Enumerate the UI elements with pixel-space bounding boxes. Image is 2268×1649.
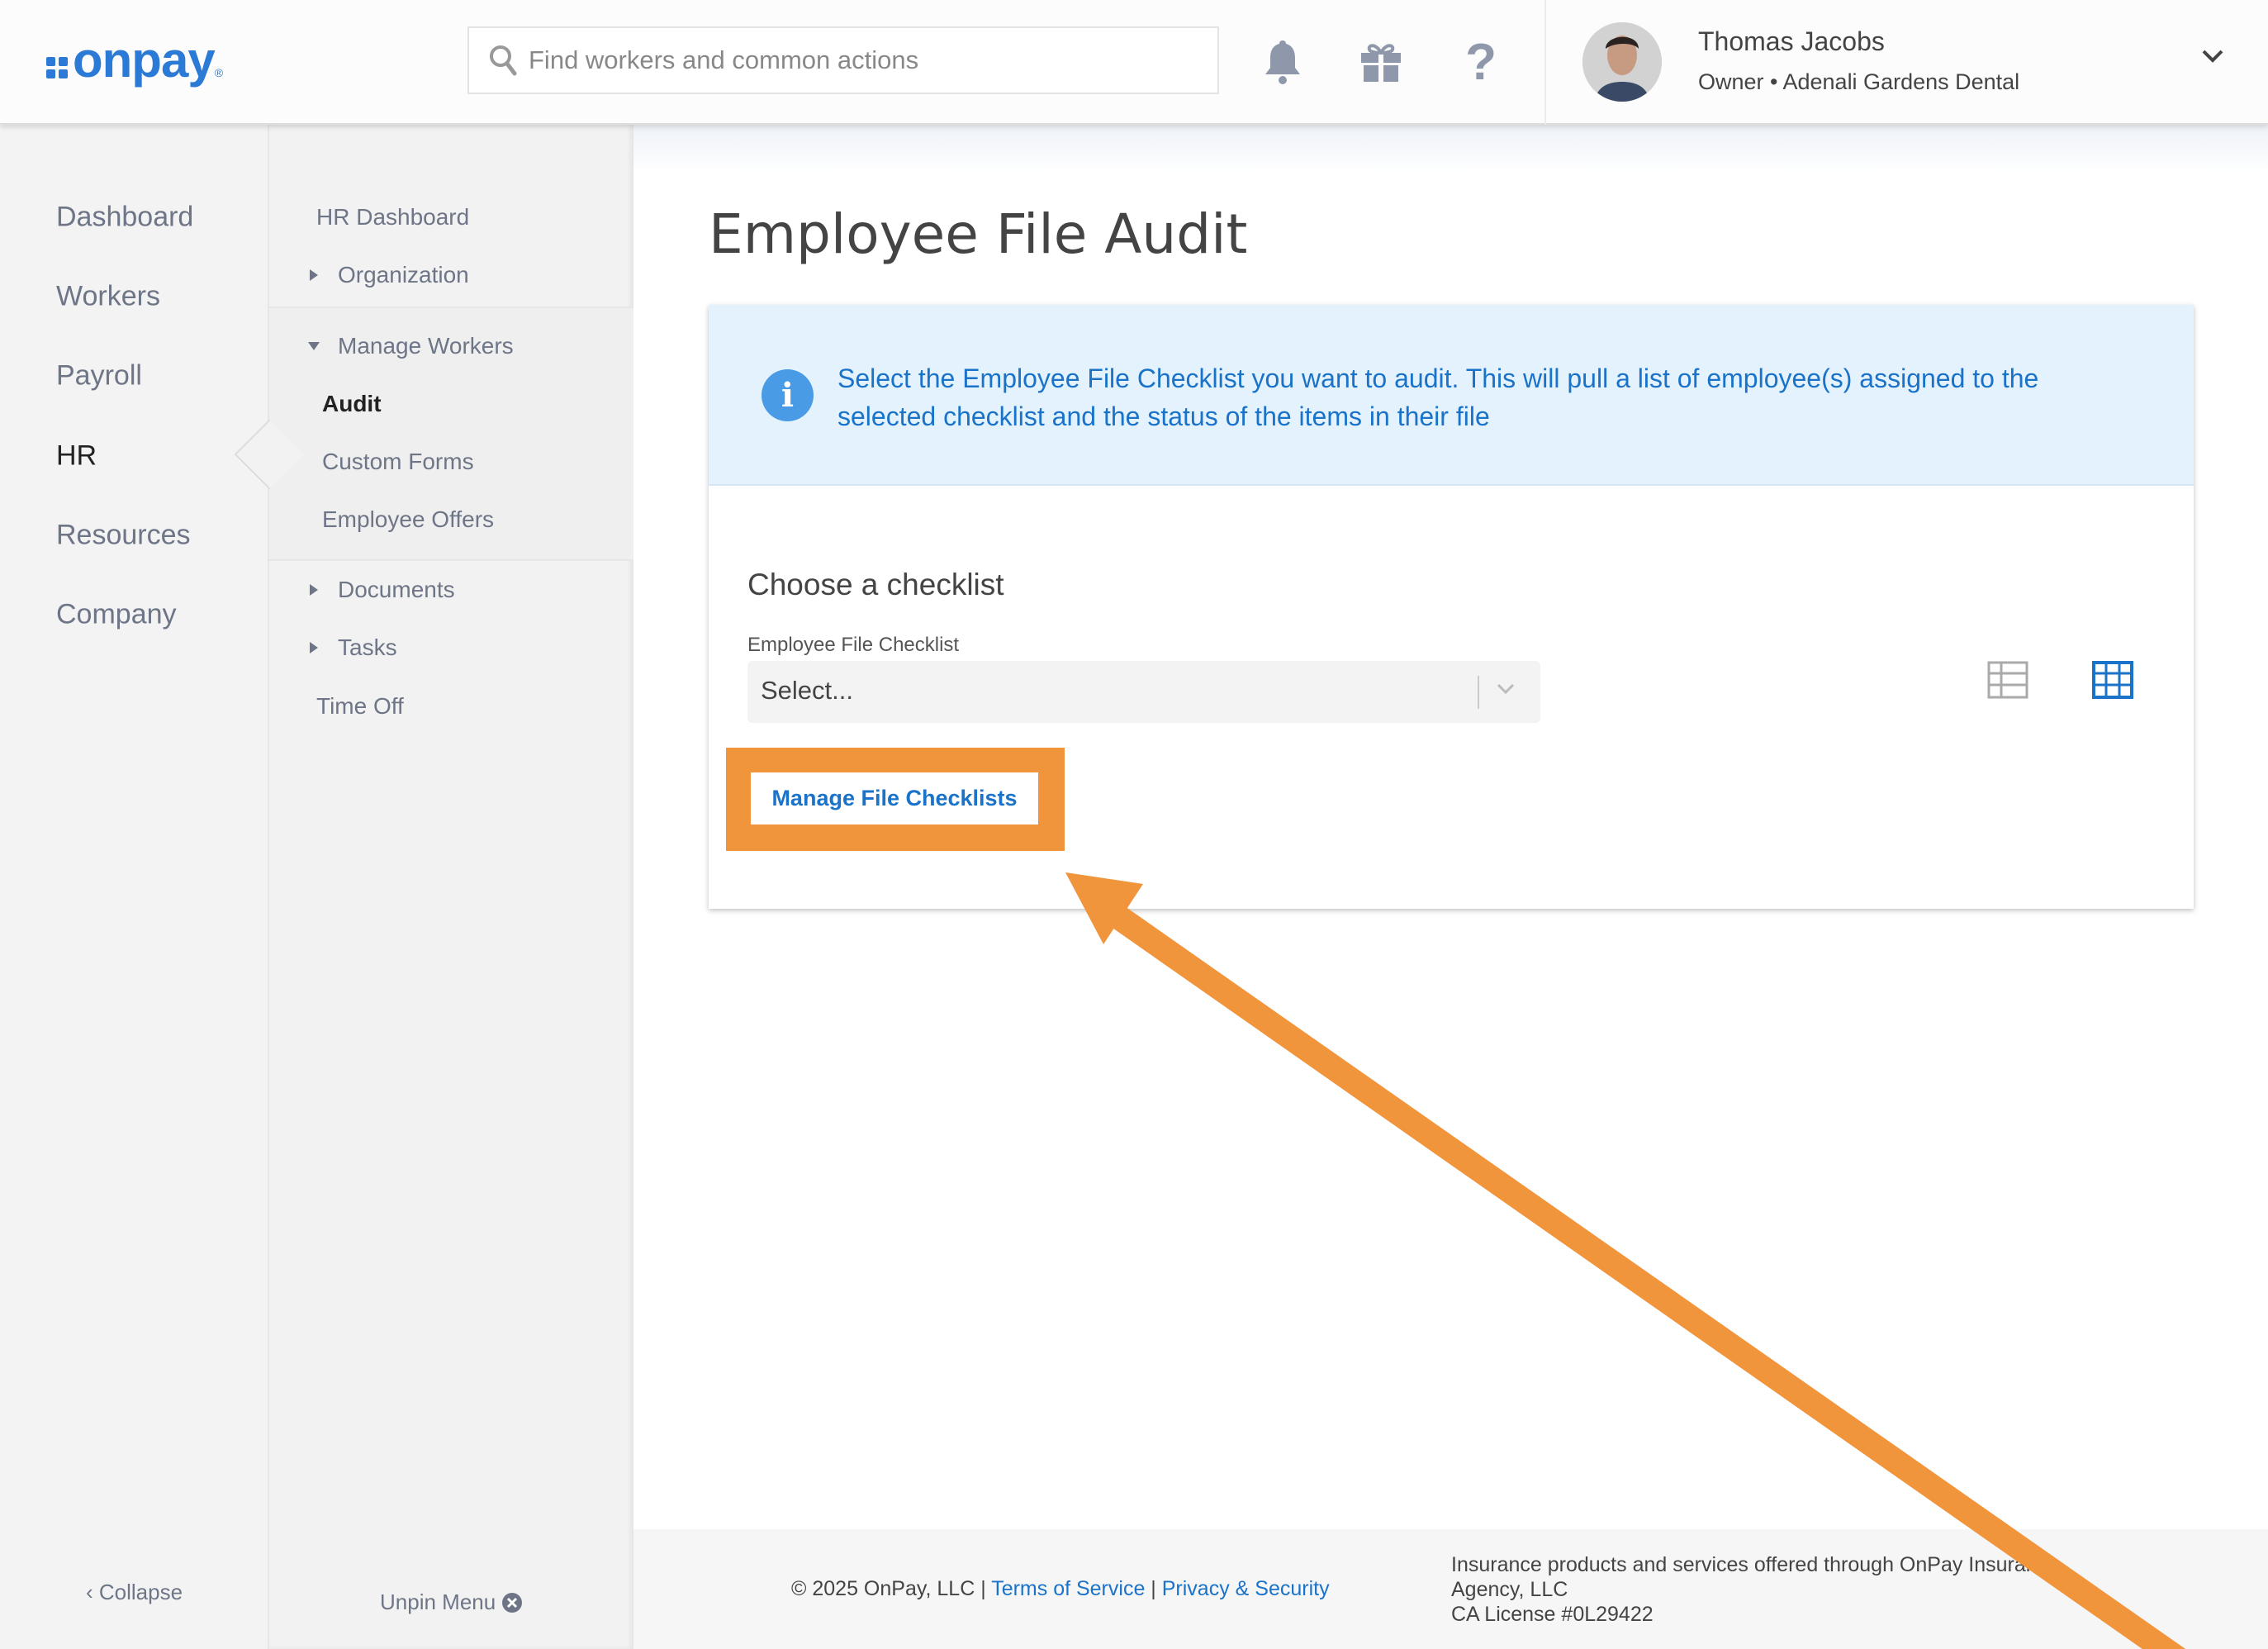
caret-right-icon: [310, 269, 318, 281]
nav-item-payroll[interactable]: Payroll: [56, 359, 142, 392]
collapse-label: Collapse: [98, 1580, 183, 1604]
nav-item-company[interactable]: Company: [56, 598, 177, 630]
label: Organization: [338, 262, 469, 288]
subnav-tasks[interactable]: Tasks: [310, 634, 397, 661]
checklist-select[interactable]: Select...: [747, 661, 1540, 723]
terms-link[interactable]: Terms of Service: [991, 1577, 1146, 1600]
caret-right-icon: [310, 584, 318, 596]
unpin-label: Unpin Menu: [380, 1590, 496, 1614]
chevron-down-icon[interactable]: [2200, 48, 2225, 69]
subnav-custom-forms[interactable]: Custom Forms: [322, 449, 474, 475]
list-view-icon[interactable]: [1987, 661, 2028, 699]
user-name: Thomas Jacobs: [1698, 26, 1885, 56]
audit-card: i Select the Employee File Checklist you…: [709, 305, 2194, 909]
info-banner: i Select the Employee File Checklist you…: [709, 305, 2194, 486]
collapse-button[interactable]: ‹ Collapse: [86, 1580, 183, 1604]
label: Tasks: [338, 634, 397, 660]
subnav-manage-workers[interactable]: Manage Workers: [308, 333, 514, 359]
subnav-time-off[interactable]: Time Off: [316, 693, 404, 720]
footer-links: © 2025 OnPay, LLC | Terms of Service | P…: [791, 1577, 1330, 1601]
gift-icon[interactable]: [1356, 36, 1406, 88]
nav-item-resources[interactable]: Resources: [56, 519, 191, 551]
label: Documents: [338, 577, 455, 602]
label: Employee Offers: [322, 506, 495, 532]
manage-file-checklists-button[interactable]: Manage File Checklists: [751, 772, 1038, 824]
insurance-line: Agency, LLC: [1451, 1578, 1568, 1601]
info-text: Select the Employee File Checklist you w…: [837, 364, 2039, 431]
content-shade: [633, 125, 2268, 174]
label: HR Dashboard: [316, 204, 470, 230]
user-role: Owner • Adenali Gardens Dental: [1698, 69, 2020, 94]
onpay-logo[interactable]: onpay ®: [46, 31, 223, 88]
subnav-employee-offers[interactable]: Employee Offers: [322, 506, 494, 533]
separator: |: [1145, 1577, 1162, 1600]
label: Manage Workers: [338, 333, 514, 359]
nav-item-hr[interactable]: HR: [56, 440, 97, 472]
checklist-select-label: Employee File Checklist: [747, 634, 960, 656]
info-icon: i: [762, 369, 814, 421]
subnav-hr-dashboard[interactable]: HR Dashboard: [316, 204, 469, 230]
search-icon: [490, 45, 517, 76]
top-header: onpay ® Find workers and common actions ?…: [0, 0, 2268, 125]
privacy-link[interactable]: Privacy & Security: [1161, 1577, 1330, 1600]
primary-sidebar: Dashboard Workers Payroll HR Resources C…: [0, 125, 269, 1649]
close-circle-icon: [502, 1592, 523, 1613]
insurance-disclaimer: Insurance products and services offered …: [1451, 1552, 2079, 1627]
footer: © 2025 OnPay, LLC | Terms of Service | P…: [633, 1529, 2268, 1649]
bell-icon[interactable]: [1258, 36, 1307, 88]
nav-item-dashboard[interactable]: Dashboard: [56, 201, 194, 233]
label: Custom Forms: [322, 449, 474, 474]
help-icon[interactable]: ?: [1465, 33, 1497, 91]
section-title: Choose a checklist: [747, 568, 1004, 601]
nav-item-workers[interactable]: Workers: [56, 280, 160, 312]
caret-down-icon: [308, 342, 320, 350]
copyright: © 2025 OnPay, LLC |: [791, 1577, 992, 1600]
insurance-line: Insurance products and services offered …: [1451, 1553, 2060, 1576]
label: Time Off: [316, 693, 404, 719]
select-separator: [1478, 676, 1479, 709]
unpin-menu-button[interactable]: Unpin Menu: [380, 1590, 523, 1615]
logo-text: onpay: [73, 32, 216, 88]
subnav-audit[interactable]: Audit: [322, 391, 382, 417]
search-placeholder: Find workers and common actions: [529, 45, 919, 74]
subnav-organization[interactable]: Organization: [310, 262, 469, 288]
insurance-line: CA License #0L29422: [1451, 1603, 1654, 1626]
select-value: Select...: [761, 676, 853, 705]
grid-view-icon[interactable]: [2092, 661, 2133, 699]
search-input[interactable]: Find workers and common actions: [467, 26, 1219, 94]
header-divider: [1544, 0, 1546, 125]
label: Audit: [322, 391, 382, 416]
subnav-documents[interactable]: Documents: [310, 577, 455, 603]
chevron-down-icon[interactable]: [1495, 681, 1516, 701]
page-title: Employee File Audit: [709, 202, 1248, 266]
caret-right-icon: [310, 642, 318, 653]
manage-workers-group: [269, 307, 633, 561]
avatar[interactable]: [1582, 22, 1662, 102]
